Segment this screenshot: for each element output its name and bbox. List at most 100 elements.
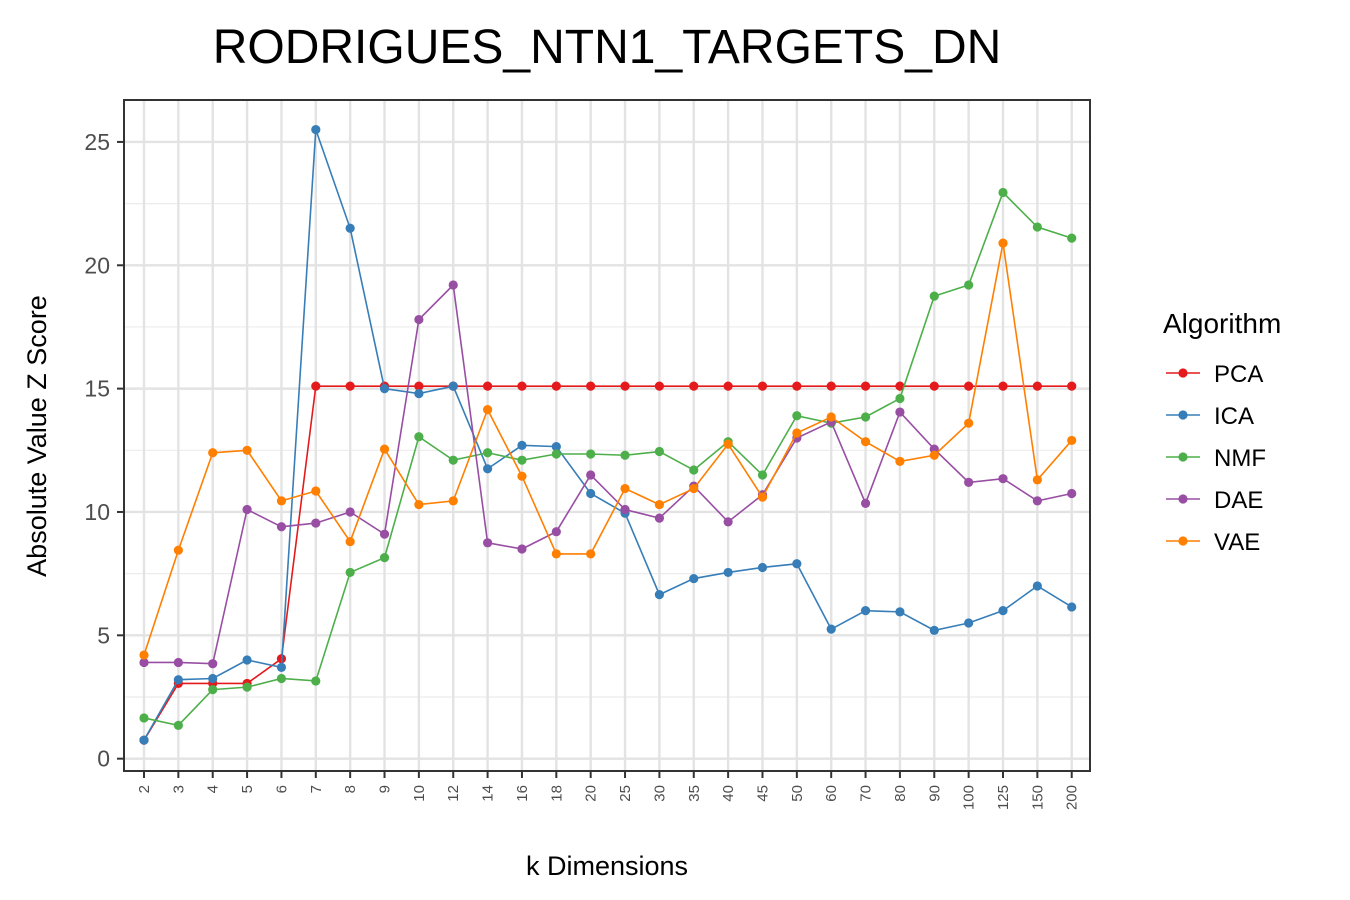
data-point-dae [860, 498, 871, 508]
data-point-ica [929, 625, 939, 635]
data-point-nmf [1067, 233, 1077, 243]
grid [124, 100, 1090, 771]
data-point-dae [173, 657, 183, 668]
data-point-nmf [792, 411, 802, 421]
data-point-dae [448, 280, 458, 290]
data-point-dae [414, 314, 424, 325]
y-axis-title: Absolute Value Z Score [22, 295, 52, 577]
x-tick-label: 2 [136, 785, 153, 793]
data-point-vae [448, 496, 458, 506]
data-point-nmf [173, 720, 183, 730]
x-tick-label: 10 [411, 785, 428, 802]
data-point-dae [551, 527, 561, 537]
data-point-pca [689, 381, 699, 391]
x-tick-label: 35 [686, 785, 703, 802]
data-point-vae [998, 238, 1008, 248]
data-point-ica [1032, 581, 1042, 591]
data-point-vae [517, 471, 527, 481]
y-tick-label: 20 [84, 252, 110, 278]
x-tick-label: 7 [308, 785, 325, 793]
data-point-vae [792, 428, 802, 438]
data-point-nmf [860, 412, 871, 422]
data-point-nmf [620, 450, 630, 460]
data-point-nmf [448, 455, 458, 465]
data-point-ica [826, 624, 836, 634]
legend-item-vae: VAE [1166, 529, 1260, 556]
data-point-dae [895, 407, 905, 417]
data-point-pca [620, 381, 630, 391]
data-point-dae [1032, 496, 1042, 506]
data-point-nmf [929, 291, 939, 301]
data-point-ica [689, 573, 699, 584]
data-point-dae [208, 659, 218, 669]
data-point-dae [1067, 488, 1077, 499]
data-point-nmf [895, 393, 905, 404]
x-tick-label: 9 [377, 785, 394, 793]
data-point-vae [414, 499, 424, 510]
data-point-vae [276, 496, 287, 506]
x-tick-label: 30 [651, 785, 668, 802]
data-point-dae [483, 538, 493, 548]
data-point-vae [1032, 475, 1042, 485]
x-tick-label: 80 [892, 785, 909, 802]
data-point-vae [345, 536, 355, 547]
data-point-pca [586, 381, 596, 391]
legend-swatch-point [1178, 452, 1188, 462]
legend-label: VAE [1214, 529, 1260, 556]
data-point-dae [998, 474, 1008, 484]
data-point-vae [620, 483, 630, 494]
data-point-pca [1067, 381, 1077, 391]
data-point-vae [826, 412, 836, 422]
y-tick-label: 25 [84, 129, 110, 155]
data-point-dae [723, 517, 733, 527]
data-point-ica [895, 607, 905, 617]
data-point-pca [895, 381, 905, 391]
data-point-dae [276, 522, 287, 532]
data-point-ica [964, 618, 974, 628]
data-point-vae [964, 418, 974, 428]
data-point-ica [551, 442, 561, 452]
legend-swatch-point [1178, 536, 1188, 546]
data-point-nmf [517, 455, 527, 465]
data-point-dae [139, 657, 149, 668]
data-point-ica [345, 223, 355, 233]
data-point-nmf [483, 448, 493, 458]
data-point-nmf [379, 553, 390, 563]
legend-label: DAE [1214, 487, 1263, 514]
data-point-dae [345, 507, 355, 517]
data-point-dae [654, 513, 665, 523]
data-point-ica [483, 464, 493, 474]
legend-item-ica: ICA [1166, 403, 1254, 430]
data-point-pca [757, 381, 768, 391]
plot-panel-border [123, 99, 1091, 772]
data-point-nmf [345, 567, 355, 578]
data-point-vae [1067, 435, 1077, 446]
series-line-ica [143, 129, 1073, 741]
y-tick-label: 0 [97, 746, 110, 772]
data-point-ica [311, 125, 321, 135]
data-point-pca [414, 381, 424, 391]
data-point-nmf [1032, 222, 1042, 232]
x-tick-label: 200 [1064, 785, 1081, 810]
x-tick-label: 18 [548, 785, 565, 802]
series-layer [139, 125, 1077, 745]
data-point-vae [208, 448, 218, 458]
legend-label: ICA [1214, 403, 1254, 430]
x-tick-label: 6 [273, 785, 290, 793]
data-point-ica [242, 655, 252, 665]
data-point-pca [723, 381, 733, 391]
data-point-ica [517, 440, 527, 450]
data-point-dae [620, 504, 630, 515]
data-point-vae [723, 439, 733, 449]
x-tick-label: 14 [480, 785, 497, 802]
data-point-ica [139, 735, 149, 745]
data-point-vae [483, 404, 493, 415]
x-tick-label: 16 [514, 785, 531, 802]
legend-swatch-point [1178, 410, 1188, 420]
data-point-vae [311, 486, 321, 496]
series-nmf [139, 187, 1077, 730]
x-tick-label: 8 [342, 785, 359, 793]
data-point-vae [139, 650, 149, 660]
data-point-pca [964, 381, 974, 391]
data-point-dae [311, 518, 321, 528]
